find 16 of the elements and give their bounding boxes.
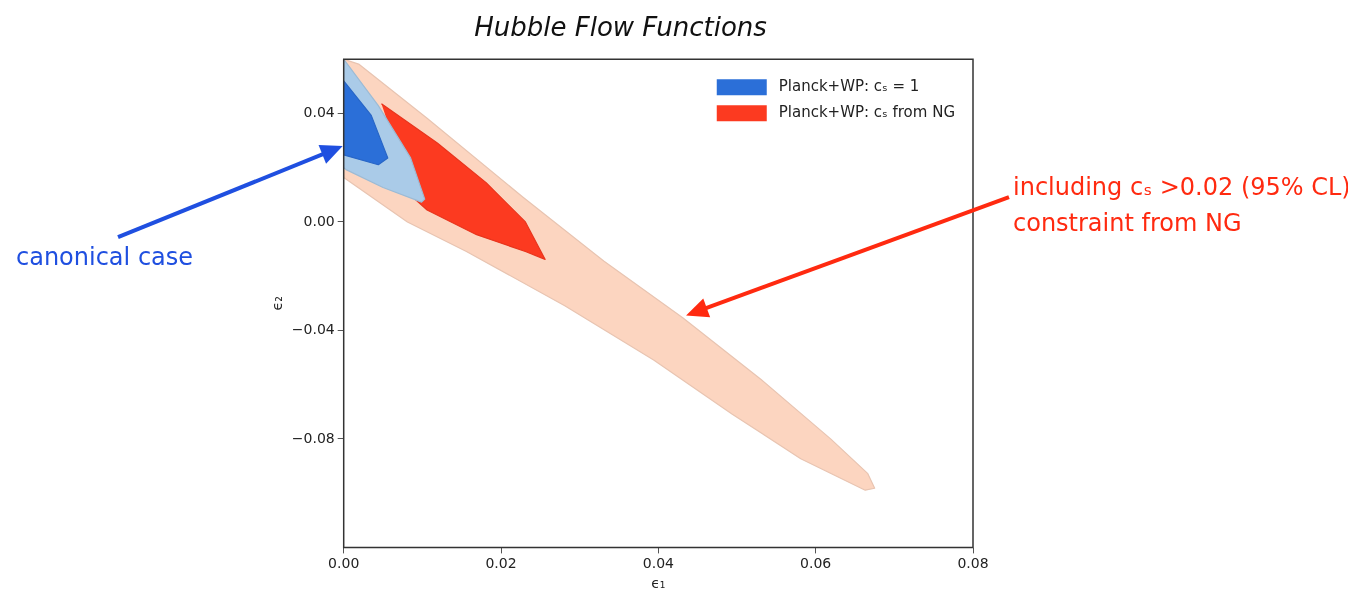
x-tick-label: 0.02 bbox=[485, 555, 517, 572]
legend-label: Planck+WP: cₛ = 1 bbox=[778, 77, 920, 96]
x-axis-title: ϵ₁ bbox=[651, 575, 666, 592]
y-tick-label: 0.00 bbox=[303, 212, 335, 229]
x-tick-label: 0.00 bbox=[328, 555, 360, 572]
chart-title: Hubble Flow Functions bbox=[474, 12, 767, 43]
text: including cₛ >0.02 (95% CL) constraint from NG bbox=[1013, 173, 1351, 238]
y-tick-label: 0.04 bbox=[303, 104, 335, 121]
x-tick-label: 0.04 bbox=[642, 555, 675, 572]
y-axis-title: ϵ₂ bbox=[269, 296, 286, 311]
text: canonical case bbox=[16, 243, 194, 272]
legend-label: Planck+WP: cₛ from NG bbox=[778, 103, 956, 122]
y-tick-label: −0.08 bbox=[291, 429, 335, 446]
y-tick-label: −0.04 bbox=[291, 321, 335, 338]
x-tick-label: 0.08 bbox=[957, 555, 989, 572]
x-tick-label: 0.06 bbox=[800, 555, 832, 572]
